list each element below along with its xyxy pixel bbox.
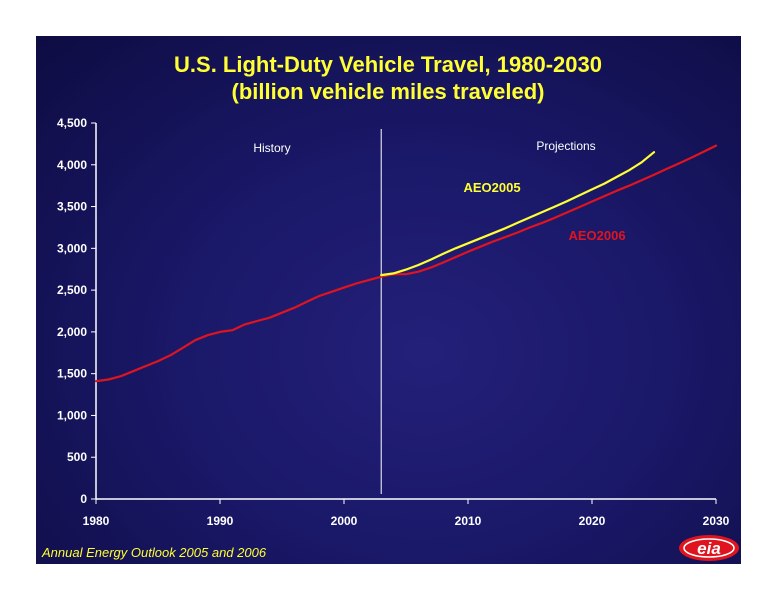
y-tick-label: 3,500 (57, 200, 87, 214)
series-line-aeo2005 (380, 151, 656, 277)
y-tick-label: 500 (67, 450, 87, 464)
series (94, 144, 718, 383)
x-tick-label: 2020 (579, 514, 606, 528)
series-label-aeo2006: AEO2006 (568, 228, 625, 243)
chart-subtitle: (billion vehicle miles traveled) (232, 79, 545, 104)
y-tick-label: 4,500 (57, 116, 87, 130)
series-line-aeo2006 (94, 144, 718, 383)
x-tick-label: 1980 (83, 514, 110, 528)
y-tick-label: 3,000 (57, 241, 87, 255)
y-tick-label: 2,500 (57, 283, 87, 297)
history-label: History (253, 141, 290, 155)
eia-logo-ring (683, 538, 735, 558)
slide-background (36, 36, 741, 564)
projections-label: Projections (536, 139, 595, 153)
source-note: Annual Energy Outlook 2005 and 2006 (41, 545, 267, 560)
x-tick-label: 2010 (455, 514, 482, 528)
y-tick-label: 1,000 (57, 408, 87, 422)
chart-title: U.S. Light-Duty Vehicle Travel, 1980-203… (174, 52, 602, 77)
y-tick-label: 0 (80, 492, 87, 506)
series-label-aeo2005: AEO2005 (463, 180, 520, 195)
eia-logo-text: eia (697, 539, 721, 558)
x-tick-label: 2000 (331, 514, 358, 528)
x-tick-label: 1990 (207, 514, 234, 528)
tick-labels: 0 500 1,000 1,500 2,000 2,500 3,000 3,500 4,000 4… (57, 116, 730, 528)
x-tick-label: 2030 (703, 514, 730, 528)
y-tick-label: 1,500 (57, 367, 87, 381)
eia-logo: eia (679, 535, 739, 561)
y-tick-label: 4,000 (57, 158, 87, 172)
axes (91, 122, 717, 504)
y-tick-label: 2,000 (57, 325, 87, 339)
